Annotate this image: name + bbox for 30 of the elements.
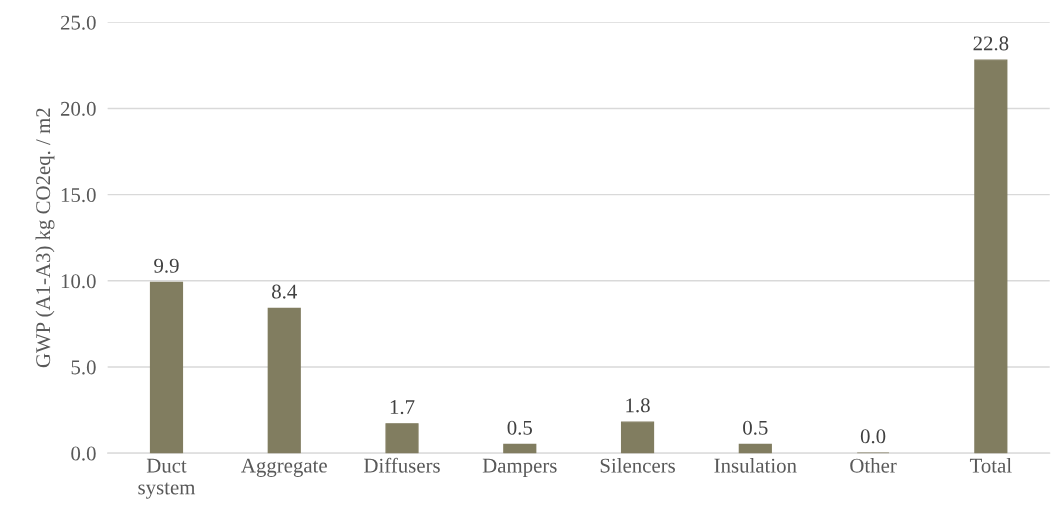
x-tick-label: Dampers xyxy=(482,458,557,477)
x-tick-label: Aggregate xyxy=(241,458,327,477)
y-tick-label: 0.0 xyxy=(71,446,96,461)
data-label: 0.0 xyxy=(860,429,886,444)
y-tick-label: 5.0 xyxy=(71,360,96,375)
y-axis-title: GWP (A1-A3) kg CO2eq. / m2 xyxy=(35,108,55,368)
data-label: 8.4 xyxy=(272,284,297,299)
x-tick-label: Silencers xyxy=(600,458,675,473)
bar xyxy=(149,281,184,454)
y-tick-label: 15.0 xyxy=(61,187,96,203)
bar xyxy=(974,59,1008,454)
bar xyxy=(620,421,655,454)
bar xyxy=(503,443,537,454)
data-label: 9.9 xyxy=(154,258,179,273)
bar xyxy=(385,423,419,454)
data-label: 22.8 xyxy=(973,36,1009,51)
data-label: 0.5 xyxy=(507,420,532,435)
y-tick-label: 25.0 xyxy=(60,15,96,30)
x-tick-label: Other xyxy=(850,458,897,473)
x-tick-label: Diffusers xyxy=(364,457,440,473)
x-tick-label: Insulation xyxy=(714,458,797,473)
x-tick-label: Duct system xyxy=(138,458,196,499)
x-tick-label: Total xyxy=(969,458,1012,473)
bar xyxy=(267,307,301,454)
y-tick-label: 10.0 xyxy=(61,274,96,289)
data-label: 1.8 xyxy=(626,398,650,413)
data-label: 1.7 xyxy=(390,400,415,415)
y-tick-label: 20.0 xyxy=(60,101,96,116)
bar xyxy=(738,443,772,454)
data-label: 0.5 xyxy=(743,420,768,435)
